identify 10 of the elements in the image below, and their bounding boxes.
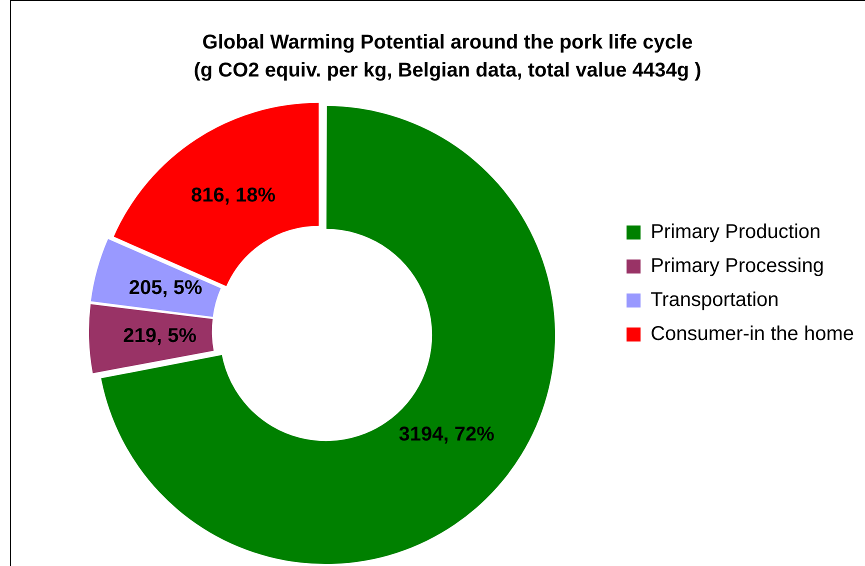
data-label: 219, 5% [123, 325, 197, 348]
legend-label: Transportation [650, 289, 779, 312]
data-label: 816, 18% [190, 184, 276, 206]
chart-title: Global Warming Potential around the pork life cycle [202, 32, 693, 54]
data-label: 3194, 72% [398, 423, 495, 446]
legend-label: Primary Processing [650, 255, 824, 278]
data-label: 205, 5% [128, 276, 202, 299]
legend-label: Primary Production [650, 221, 821, 244]
legend-label: Consumer-in the home [650, 323, 854, 346]
chart-subtitle: (g CO2 equiv. per kg, Belgian data, total value 4434g ) [194, 60, 702, 82]
